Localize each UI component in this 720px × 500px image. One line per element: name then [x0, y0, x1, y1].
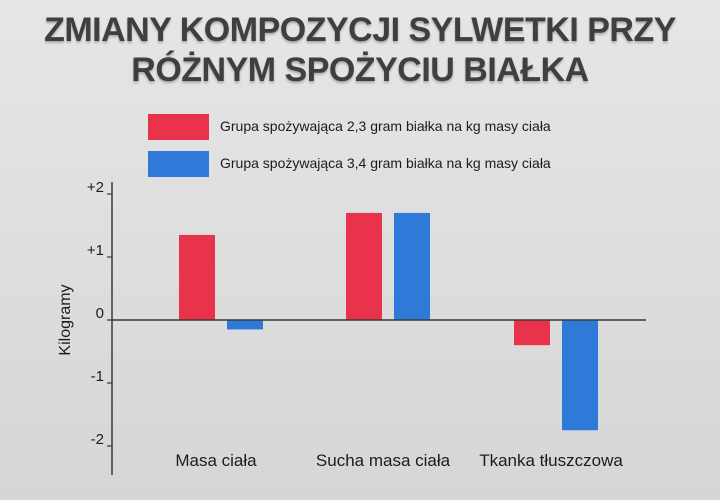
legend-swatch-blue: [148, 151, 209, 177]
chart-title-line-2: RÓŻNYM SPOŻYCIU BIAŁKA: [131, 51, 589, 89]
category-label: Masa ciała: [175, 451, 257, 470]
legend-label-blue: Grupa spożywająca 3,4 gram białka na kg …: [220, 155, 551, 171]
y-tick-label: +2: [87, 179, 104, 196]
category-label: Sucha masa ciała: [316, 451, 451, 470]
chart-title-line-1: ZMIANY KOMPOZYCJI SYLWETKI PRZY: [44, 11, 676, 49]
y-tick-label: +1: [87, 242, 104, 259]
chart-title: ZMIANY KOMPOZYCJI SYLWETKI PRZY RÓŻNYM S…: [0, 10, 720, 90]
category-label: Tkanka tłuszczowa: [479, 451, 623, 470]
y-axis-label: Kilogramy: [57, 284, 74, 355]
bar-blue: [562, 320, 598, 431]
legend-label-red: Grupa spożywająca 2,3 gram białka na kg …: [220, 118, 551, 134]
legend-swatch-red: [148, 114, 209, 140]
bar-red: [346, 212, 382, 320]
y-tick-label: -1: [91, 368, 104, 385]
bar-red: [514, 320, 550, 346]
y-tick-label: -2: [91, 431, 104, 448]
bar-blue: [394, 212, 430, 320]
bar-blue: [227, 320, 263, 330]
y-tick-label: 0: [96, 305, 104, 322]
bar-red: [179, 234, 215, 320]
